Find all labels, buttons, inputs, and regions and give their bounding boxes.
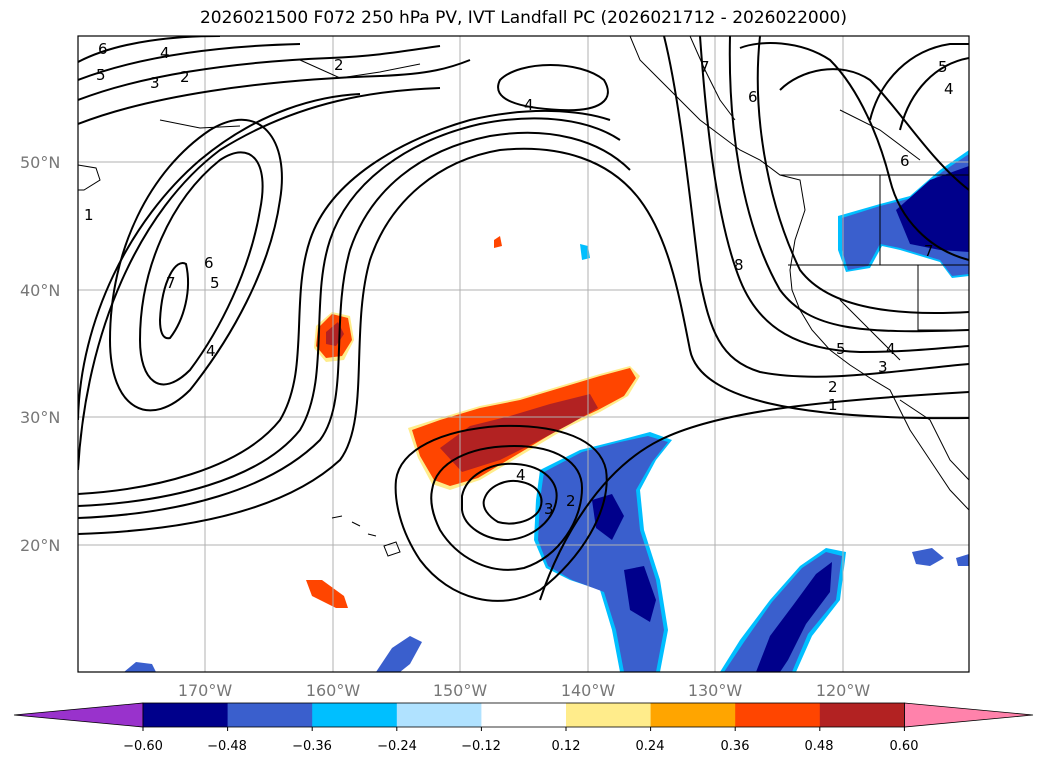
map-title: 2026021500 F072 250 hPa PV, IVT Landfall… bbox=[199, 8, 847, 28]
svg-text:2: 2 bbox=[566, 492, 576, 510]
colorbar-tick-label: −0.12 bbox=[461, 739, 501, 754]
latitude-labels: 50°N 40°N 30°N 20°N bbox=[20, 153, 60, 555]
colorbar-tick-label: −0.60 bbox=[123, 739, 163, 754]
colorbar-segment bbox=[819, 703, 905, 727]
lat-label-50n: 50°N bbox=[20, 153, 60, 172]
colorbar-segment bbox=[396, 703, 482, 727]
svg-text:7: 7 bbox=[166, 274, 176, 292]
svg-text:7: 7 bbox=[924, 242, 934, 260]
colorbar-tick-label: −0.36 bbox=[292, 739, 332, 754]
colorbar-tick-label: 0.48 bbox=[805, 739, 834, 754]
colorbar bbox=[13, 702, 1034, 731]
longitude-labels: 170°W 160°W 150°W 140°W 130°W 120°W bbox=[178, 681, 871, 700]
svg-text:5: 5 bbox=[96, 66, 106, 84]
lon-label-150w: 150°W bbox=[433, 681, 488, 700]
colorbar-segment bbox=[566, 703, 652, 727]
gridlines bbox=[78, 36, 969, 672]
colorbar-segment bbox=[227, 703, 313, 727]
lon-label-120w: 120°W bbox=[816, 681, 871, 700]
svg-text:3: 3 bbox=[544, 500, 554, 518]
colorbar-tick-label: 0.36 bbox=[721, 739, 750, 754]
lat-label-40n: 40°N bbox=[20, 281, 60, 300]
svg-text:6: 6 bbox=[900, 152, 910, 170]
svg-text:4: 4 bbox=[206, 342, 216, 360]
colorbar-segment bbox=[481, 703, 567, 727]
colorbar-extend-low bbox=[13, 702, 144, 728]
svg-text:1: 1 bbox=[828, 396, 838, 414]
svg-text:4: 4 bbox=[944, 80, 954, 98]
svg-text:4: 4 bbox=[160, 44, 170, 62]
svg-text:6: 6 bbox=[98, 40, 108, 58]
colorbar-extend-high bbox=[904, 702, 1034, 728]
svg-text:2: 2 bbox=[334, 56, 344, 74]
colorbar-outline bbox=[142, 702, 905, 728]
svg-text:5: 5 bbox=[938, 58, 948, 76]
lon-label-140w: 140°W bbox=[561, 681, 616, 700]
lon-label-130w: 130°W bbox=[688, 681, 743, 700]
colorbar-tick-label: 0.60 bbox=[890, 739, 919, 754]
svg-text:7: 7 bbox=[700, 58, 710, 76]
lon-label-170w: 170°W bbox=[178, 681, 233, 700]
svg-text:1: 1 bbox=[84, 206, 94, 224]
colorbar-tick-label: 0.24 bbox=[636, 739, 665, 754]
svg-text:5: 5 bbox=[210, 274, 220, 292]
colorbar-ticks: −0.60 −0.48 −0.36 −0.24 −0.12 0.12 0.24 … bbox=[123, 739, 918, 754]
colorbar-segment bbox=[650, 703, 736, 727]
svg-text:4: 4 bbox=[524, 96, 534, 114]
colorbar-tick-label: −0.48 bbox=[207, 739, 247, 754]
svg-text:6: 6 bbox=[748, 88, 758, 106]
negative-anomaly-shading bbox=[124, 150, 969, 672]
colorbar-segment bbox=[143, 703, 229, 727]
svg-text:5: 5 bbox=[836, 340, 846, 358]
colorbar-segment bbox=[735, 703, 821, 727]
svg-text:3: 3 bbox=[878, 358, 888, 376]
pv-contours bbox=[78, 36, 969, 602]
svg-text:6: 6 bbox=[204, 254, 214, 272]
colorbar-tick-label: 0.12 bbox=[552, 739, 581, 754]
svg-text:2: 2 bbox=[828, 378, 838, 396]
lat-label-30n: 30°N bbox=[20, 408, 60, 427]
map-frame bbox=[77, 35, 970, 673]
lat-label-20n: 20°N bbox=[20, 536, 60, 555]
contour-labels: 6 5 4 3 2 1 7 6 5 4 2 4 7 6 8 5 4 6 5 4 … bbox=[84, 40, 954, 518]
colorbar-segment bbox=[312, 703, 398, 727]
lon-label-160w: 160°W bbox=[306, 681, 361, 700]
svg-text:4: 4 bbox=[516, 466, 526, 484]
svg-text:4: 4 bbox=[886, 340, 896, 358]
colorbar-tick-label: −0.24 bbox=[377, 739, 417, 754]
svg-text:3: 3 bbox=[150, 74, 160, 92]
svg-text:8: 8 bbox=[734, 256, 744, 274]
svg-text:2: 2 bbox=[180, 68, 190, 86]
